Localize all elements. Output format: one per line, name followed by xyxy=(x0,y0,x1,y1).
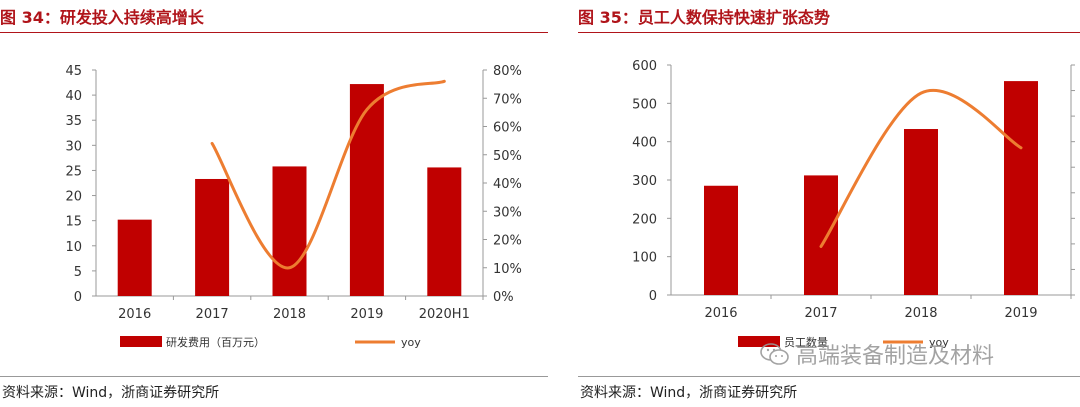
x-tick-label: 2018 xyxy=(273,307,306,322)
bar xyxy=(427,167,462,296)
y-right-tick-label: 80% xyxy=(493,64,522,79)
y-left-tick-label: 0 xyxy=(74,290,82,305)
rd-expense-chart-svg: 0 5 10 15 20 25 30 35 40 45 0% 10% 20% 30% 40% 50% 60% 70… xyxy=(65,64,522,349)
bar xyxy=(1004,81,1038,295)
legend-label-line: yoy xyxy=(401,336,421,349)
figure-34-title: 图 34：研发投入持续高增长 xyxy=(0,8,204,27)
figure-34-source: 资料来源：Wind，浙商证券研究所 xyxy=(2,385,220,401)
x-tick-label: 2019 xyxy=(1004,306,1037,321)
source-divider xyxy=(0,376,548,377)
x-tick-label: 2017 xyxy=(804,306,837,321)
x-tick-label: 2018 xyxy=(904,306,937,321)
y-left-tick-label: 300 xyxy=(632,174,657,189)
y-left-tick-label: 100 xyxy=(632,251,657,266)
legend-swatch-bar xyxy=(738,336,780,347)
y-left-tick-label: 45 xyxy=(65,64,82,79)
bar xyxy=(904,129,938,295)
rd-expense-chart: 0 5 10 15 20 25 30 35 40 45 0% 10% 20% 30% 40% 50% 60% 70… xyxy=(0,40,548,374)
left-figure-panel: 图 34：研发投入持续高增长 0 5 10 15 20 25 30 35 40 45 0% 10% 20… xyxy=(0,8,548,401)
title-divider xyxy=(578,32,1080,33)
bar xyxy=(804,175,838,295)
y-left-tick-label: 600 xyxy=(632,59,657,74)
y-left-tick-label: 35 xyxy=(65,114,82,129)
y-left-tick-label: 200 xyxy=(632,212,657,227)
y-left-tick-label: 25 xyxy=(65,164,82,179)
yoy-line xyxy=(210,79,446,270)
bar xyxy=(704,185,738,295)
yoy-line xyxy=(819,89,1023,248)
y-right-tick-label: 20% xyxy=(493,234,522,249)
y-left-tick-label: 0 xyxy=(649,289,657,304)
y-left-tick-label: 30 xyxy=(65,139,82,154)
employee-count-chart-svg: 01002003004005006000%5%10%15%20%25%30%35… xyxy=(632,59,1075,349)
title-divider xyxy=(0,32,548,33)
bar xyxy=(195,178,230,296)
y-right-tick-label: 10% xyxy=(493,262,522,277)
legend-label-line: yoy xyxy=(929,336,949,349)
legend-swatch-bar xyxy=(120,336,162,347)
source-divider xyxy=(578,376,1080,377)
y-left-tick-label: 500 xyxy=(632,97,657,112)
bar xyxy=(117,219,152,296)
figure-35-source: 资料来源：Wind，浙商证券研究所 xyxy=(580,385,798,401)
bar xyxy=(272,166,307,296)
y-left-tick-label: 400 xyxy=(632,136,657,151)
bar xyxy=(349,84,384,296)
y-left-tick-label: 10 xyxy=(65,240,82,255)
y-right-tick-label: 70% xyxy=(493,92,522,107)
right-figure-panel: 图 35：员工人数保持快速扩张态势 01002003004005006000%5… xyxy=(578,0,1080,407)
y-right-tick-label: 0% xyxy=(493,290,514,305)
x-tick-label: 2016 xyxy=(704,306,737,321)
x-tick-label: 2019 xyxy=(350,307,383,322)
x-tick-label: 2017 xyxy=(196,307,229,322)
watermark: 高端装备制造及材料 xyxy=(760,338,994,370)
y-right-tick-label: 50% xyxy=(493,149,522,164)
wechat-icon xyxy=(760,343,789,365)
y-left-tick-label: 15 xyxy=(65,215,82,230)
x-tick-label: 2016 xyxy=(118,307,151,322)
y-right-tick-label: 40% xyxy=(493,177,522,192)
y-left-tick-label: 5 xyxy=(74,265,82,280)
legend-label-bar: 员工数量 xyxy=(784,336,828,349)
y-left-tick-label: 40 xyxy=(65,89,82,104)
watermark-text: 高端装备制造及材料 xyxy=(796,344,995,369)
legend-label-bar: 研发费用（百万元） xyxy=(166,335,265,349)
y-right-tick-label: 30% xyxy=(493,205,522,220)
y-left-tick-label: 20 xyxy=(65,190,82,205)
x-tick-label: 2020H1 xyxy=(419,307,470,322)
y-right-tick-label: 60% xyxy=(493,121,522,136)
figure-35-title: 图 35：员工人数保持快速扩张态势 xyxy=(578,8,830,27)
employee-count-chart: 01002003004005006000%5%10%15%20%25%30%35… xyxy=(578,40,1080,374)
